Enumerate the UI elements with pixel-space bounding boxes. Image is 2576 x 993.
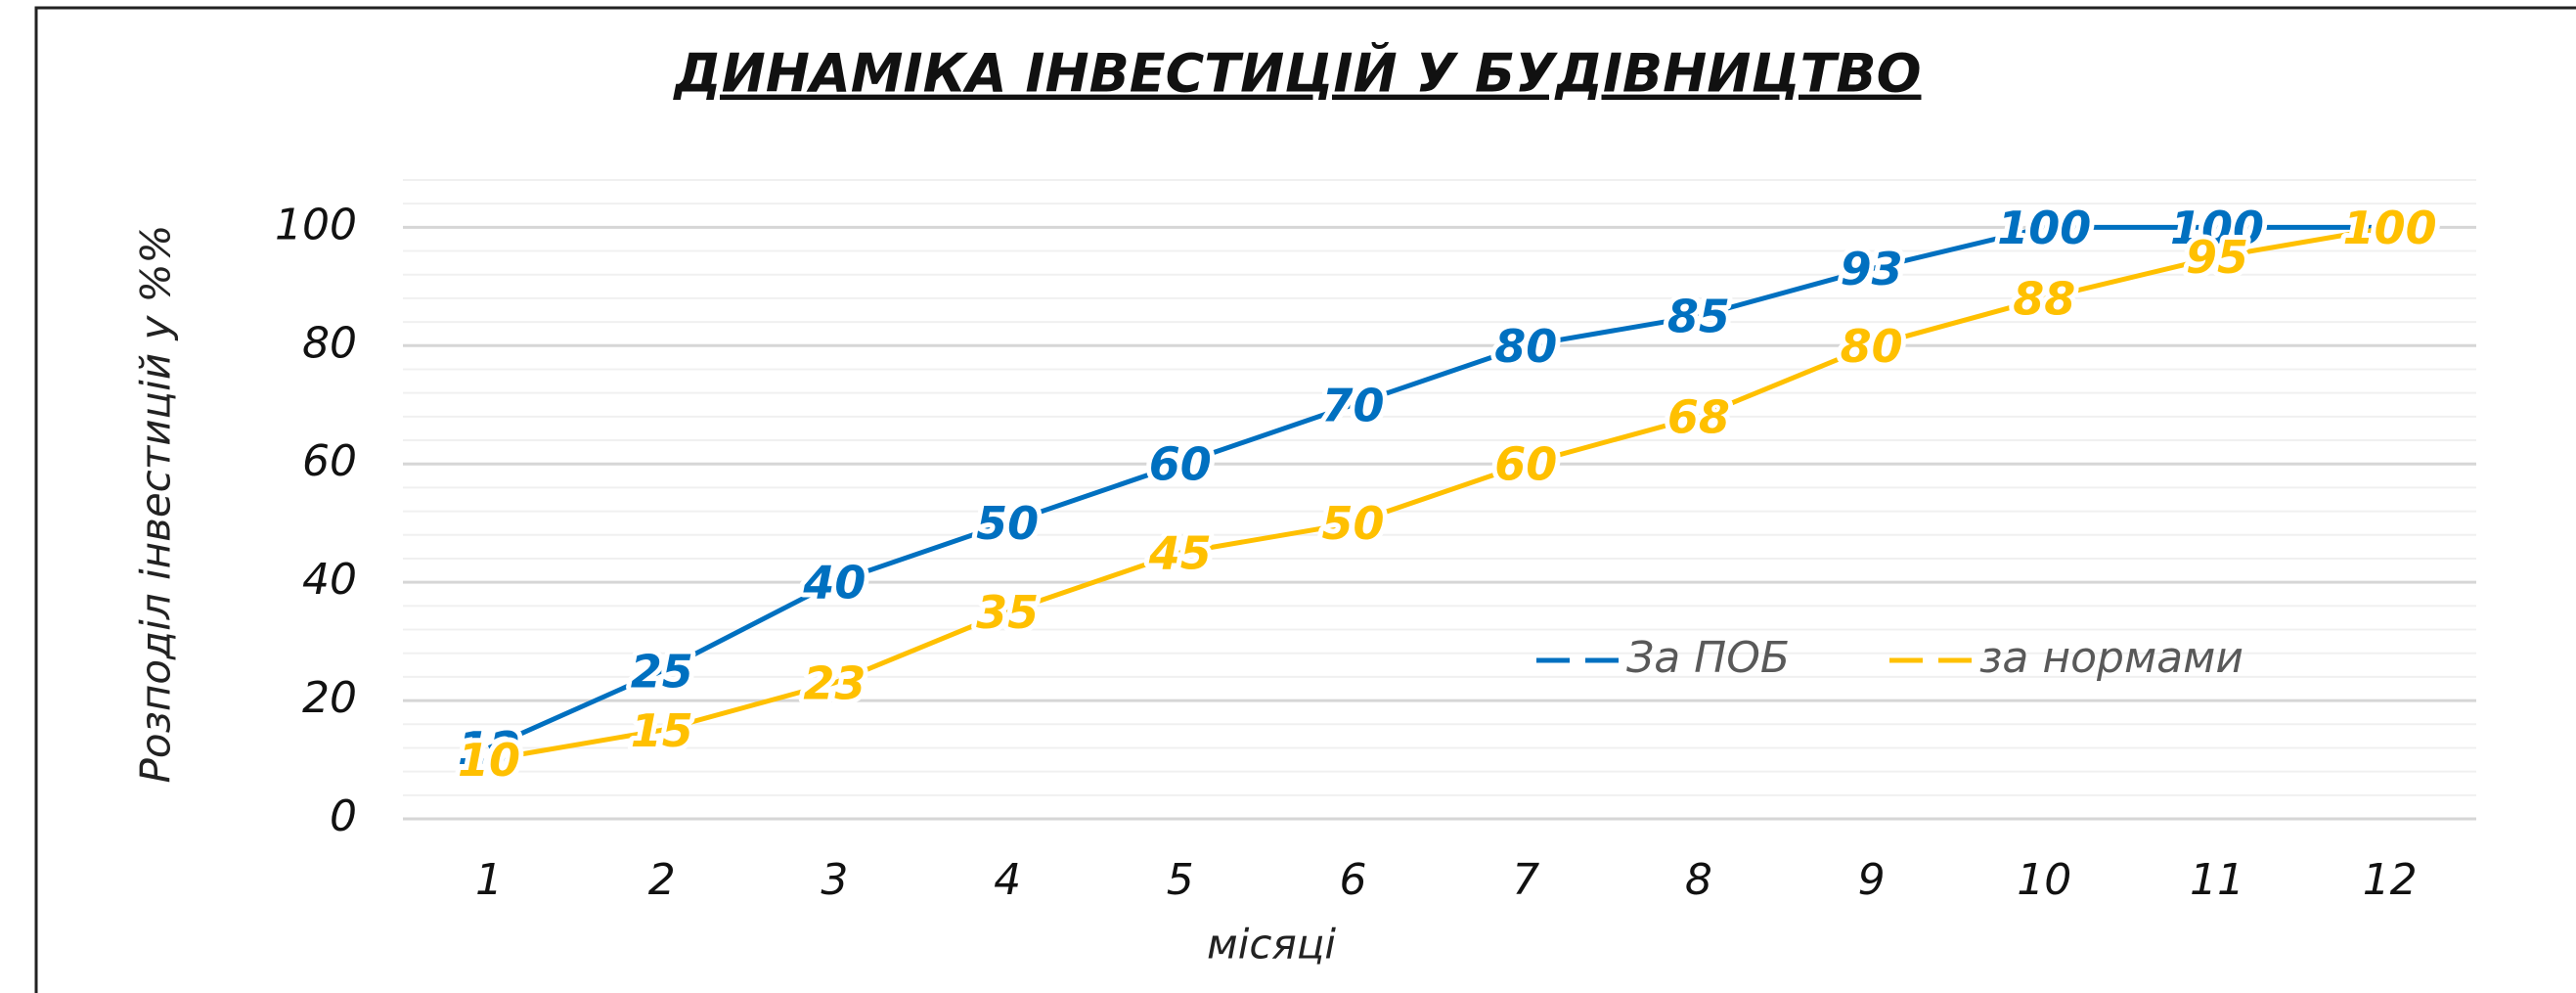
data-label: 68	[1667, 390, 1730, 443]
series-line	[488, 224, 2391, 763]
y-tick-label: 100	[275, 200, 357, 249]
y-tick-label: 60	[302, 436, 357, 486]
x-tick-label: 5	[1167, 855, 1194, 905]
data-label: 35	[976, 586, 1039, 639]
data-label: 85	[1667, 291, 1730, 343]
x-tick-label: 3	[821, 855, 848, 905]
chart-title: ДИНАМІКА ІНВЕСТИЦІЙ У БУДІВНИЦТВО	[673, 43, 1922, 105]
y-axis-title: Розподіл інвестицій у %%	[132, 225, 180, 784]
data-label: 95	[2186, 231, 2248, 284]
data-label: 60	[1149, 438, 1212, 491]
legend-label: За ПОБ	[1626, 633, 1790, 683]
x-tick-label: 6	[1340, 855, 1367, 905]
data-label: 100	[1997, 202, 2091, 254]
legend-label: за нормами	[1979, 633, 2243, 683]
data-label: 100	[2343, 202, 2437, 254]
x-tick-label: 10	[2017, 855, 2071, 905]
data-label: 12	[458, 722, 520, 775]
y-tick-label: 20	[302, 673, 357, 723]
data-label: 50	[1321, 497, 1384, 550]
data-label: 100	[2343, 202, 2437, 254]
x-tick-label: 2	[648, 855, 676, 905]
data-label: 70	[1321, 379, 1384, 431]
data-label: 23	[803, 656, 866, 709]
data-label: 100	[2170, 202, 2264, 254]
data-label: 40	[802, 557, 866, 609]
data-label: 15	[631, 704, 693, 757]
series-line	[487, 224, 2390, 750]
data-label: 50	[976, 497, 1039, 550]
y-tick-label: 0	[330, 791, 357, 841]
data-label: 10	[458, 734, 520, 787]
x-tick-label: 8	[1685, 855, 1712, 905]
x-tick-label: 9	[1858, 855, 1886, 905]
y-tick-label: 40	[302, 555, 357, 605]
data-label: 88	[2013, 272, 2075, 325]
data-label: 45	[1148, 526, 1212, 579]
data-label: 80	[1494, 320, 1557, 373]
x-tick-label: 11	[2190, 855, 2244, 905]
data-label: 93	[1841, 243, 1903, 295]
x-axis-title: місяці	[1207, 921, 1336, 969]
x-tick-label: 7	[1512, 855, 1539, 905]
y-tick-label: 80	[302, 318, 357, 368]
chart-border	[34, 6, 2576, 993]
data-label: 60	[1494, 438, 1557, 491]
data-label: 25	[631, 645, 693, 698]
data-label: 80	[1841, 320, 1903, 373]
x-tick-label: 1	[475, 855, 503, 905]
x-tick-label: 12	[2363, 855, 2418, 905]
x-tick-label: 4	[994, 855, 1021, 905]
